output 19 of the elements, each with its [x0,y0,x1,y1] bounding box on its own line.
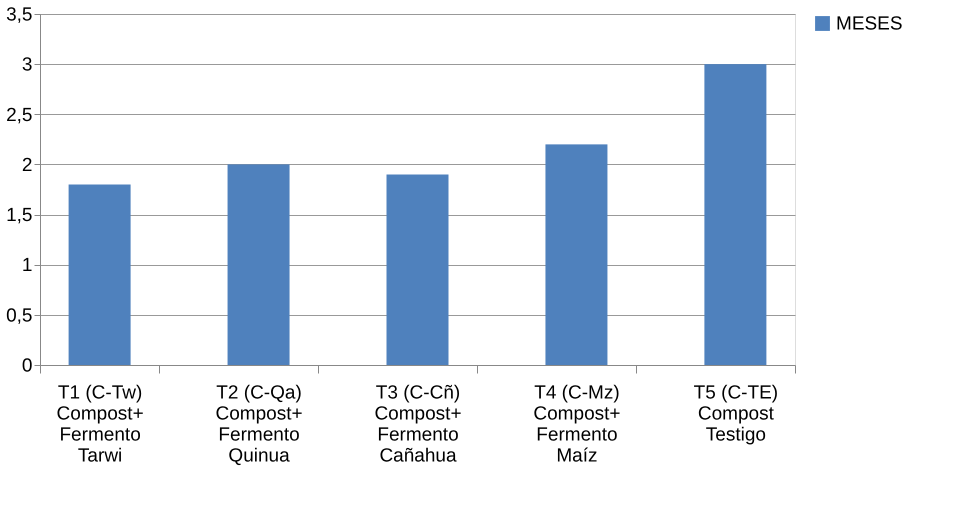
y-tick-label: 2 [22,154,32,176]
legend-label: MESES [836,14,903,34]
y-tick-label: 2,5 [6,104,32,126]
x-tick-label: T5 (C-TE) Compost Testigo [694,382,778,446]
x-tick-label: T4 (C-Mz) Compost+ Fermento Maíz [533,382,621,466]
bar [228,164,290,365]
x-tick-label: T2 (C-Qa) Compost+ Fermento Quinua [215,382,303,466]
y-tick-label: 1,5 [6,205,32,226]
bar [545,144,608,365]
y-tick-label: 0,5 [6,305,32,326]
y-tick-label: 1 [22,255,32,276]
bar [68,184,131,365]
y-tick-label: 3,5 [6,4,32,26]
bar [704,64,766,365]
x-tick-label: T3 (C-Cñ) Compost+ Fermento Cañahua [374,382,462,466]
y-tick-label: 0 [22,356,32,376]
y-tick-label: 3 [22,54,32,76]
bar [386,174,448,365]
x-tick-label: T1 (C-Tw) Compost+ Fermento Tarwi [56,382,144,466]
